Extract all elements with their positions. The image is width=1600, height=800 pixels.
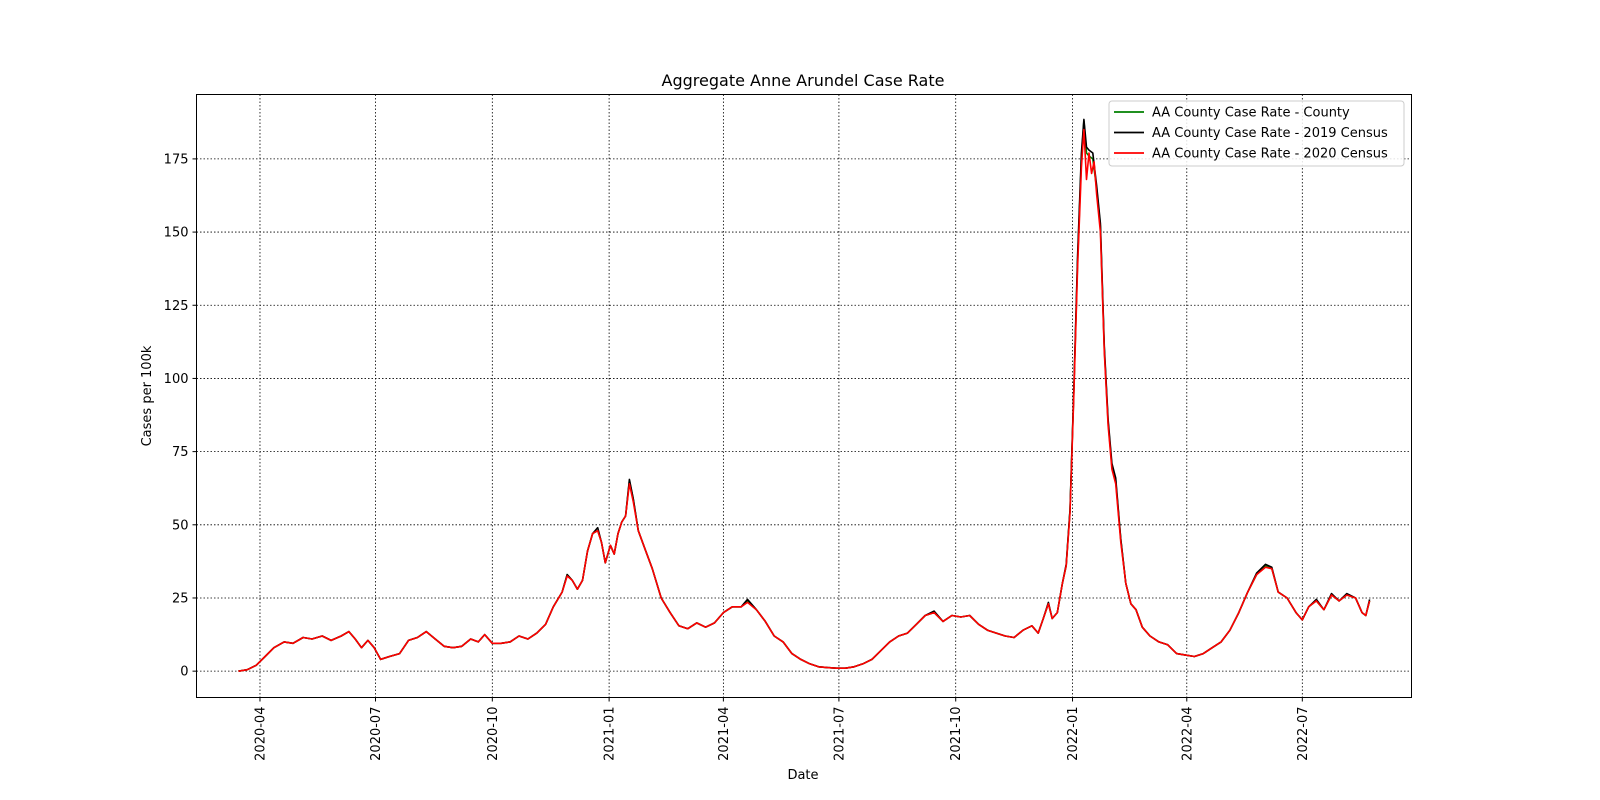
x-tick-label: 2021-04 [717,707,732,761]
legend-label-1: AA County Case Rate - County [1152,106,1350,121]
y-tick-label: 75 [172,445,189,460]
y-axis-title: Cases per 100k [140,345,155,446]
x-tick-label: 2021-10 [949,707,964,761]
legend-label-2: AA County Case Rate - 2019 Census [1152,126,1388,141]
x-tick-label: 2022-07 [1296,707,1311,761]
y-tick-label: 150 [164,226,189,241]
y-tick-label: 25 [172,591,189,606]
series-line-1 [238,120,1371,672]
y-axis-ticks: 0 25 50 75 100 125 150 175 [164,152,197,680]
legend-box [1108,100,1405,167]
legend: AA County Case Rate - County AA County Ca… [1108,100,1405,167]
x-tick-label: 2020-07 [369,707,384,761]
x-axis-title: Date [787,768,818,783]
y-tick-label: 0 [180,665,188,680]
y-tick-label: 50 [172,518,189,533]
series-line-3 [238,128,1371,672]
x-tick-label: 2021-07 [832,707,847,761]
x-tick-label: 2020-04 [253,707,268,761]
y-tick-label: 125 [164,299,189,314]
x-tick-label: 2021-01 [603,707,618,761]
x-tick-label: 2022-01 [1066,707,1081,761]
x-tick-label: 2022-04 [1180,707,1195,761]
y-tick-label: 100 [164,372,189,387]
x-tick-label: 2020-10 [486,707,501,761]
x-axis-ticks: 2020-04 2020-07 2020-10 2021-01 2021-04 2021-… [253,697,1311,761]
chart-title: Aggregate Anne Arundel Case Rate [662,71,945,90]
legend-label-3: AA County Case Rate - 2020 Census [1152,147,1388,162]
y-tick-label: 175 [164,152,189,167]
series-line-2 [238,118,1371,672]
series-lines [238,118,1371,672]
grid-lines [196,94,1412,698]
plot-frame [196,94,1412,698]
